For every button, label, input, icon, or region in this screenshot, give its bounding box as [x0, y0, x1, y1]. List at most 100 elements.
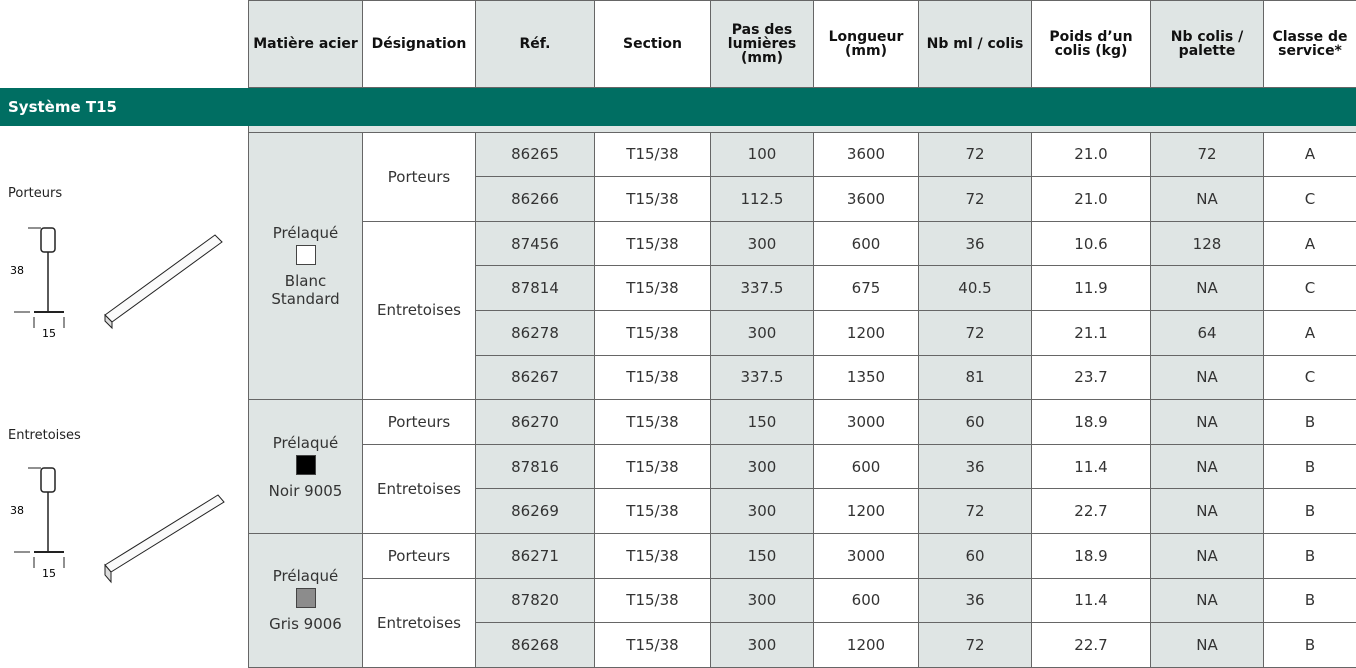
table-cell: 87456	[476, 221, 595, 266]
table-cell: B	[1264, 444, 1356, 489]
table-cell: 11.4	[1032, 578, 1151, 623]
table-cell: 86271	[476, 533, 595, 578]
table-cell: 300	[711, 444, 814, 489]
table-cell: 10.6	[1032, 221, 1151, 266]
table-cell: 22.7	[1032, 623, 1151, 668]
table-cell: 87820	[476, 578, 595, 623]
column-header: Section	[595, 1, 711, 88]
table-cell: 72	[919, 132, 1032, 177]
table-cell: 23.7	[1032, 355, 1151, 400]
color-name: Noir 9005	[251, 482, 360, 500]
table-cell: 3600	[814, 132, 919, 177]
material-name: Prélaqué	[251, 567, 360, 585]
table-cell: A	[1264, 310, 1356, 355]
material-cell: Prélaqué Gris 9006	[249, 533, 363, 667]
table-cell: B	[1264, 533, 1356, 578]
designation-cell: Entretoises	[363, 578, 476, 667]
table-cell: 128	[1151, 221, 1264, 266]
table-cell: C	[1264, 177, 1356, 222]
table-cell: 36	[919, 578, 1032, 623]
table-cell: T15/38	[595, 400, 711, 445]
table-cell: 337.5	[711, 266, 814, 311]
table-cell: B	[1264, 578, 1356, 623]
table-cell: 86278	[476, 310, 595, 355]
color-name: Gris 9006	[251, 615, 360, 633]
table-cell: C	[1264, 266, 1356, 311]
table-cell: T15/38	[595, 221, 711, 266]
table-cell: T15/38	[595, 578, 711, 623]
table-cell: 21.0	[1032, 132, 1151, 177]
table-cell: 72	[919, 623, 1032, 668]
table-cell: 3000	[814, 533, 919, 578]
table-cell: 300	[711, 578, 814, 623]
table-cell: 86266	[476, 177, 595, 222]
table-cell: T15/38	[595, 489, 711, 534]
table-cell: A	[1264, 132, 1356, 177]
table-cell: 18.9	[1032, 400, 1151, 445]
column-header: Longueur (mm)	[814, 1, 919, 88]
column-header: Désignation	[363, 1, 476, 88]
table-cell: 22.7	[1032, 489, 1151, 534]
table-cell: 11.4	[1032, 444, 1151, 489]
profile-label: Porteurs	[8, 186, 62, 201]
material-cell: Prélaqué Noir 9005	[249, 400, 363, 534]
table-cell: NA	[1151, 623, 1264, 668]
table-cell: T15/38	[595, 355, 711, 400]
table-cell: NA	[1151, 533, 1264, 578]
designation-cell: Porteurs	[363, 533, 476, 578]
table-cell: T15/38	[595, 266, 711, 311]
designation-cell: Entretoises	[363, 221, 476, 399]
table-cell: NA	[1151, 355, 1264, 400]
table-cell: 675	[814, 266, 919, 311]
table-cell: 72	[919, 489, 1032, 534]
dim-width: 15	[42, 327, 56, 340]
table-cell: 60	[919, 533, 1032, 578]
table-cell: 300	[711, 221, 814, 266]
dim-width: 15	[42, 567, 56, 580]
table-cell: 60	[919, 400, 1032, 445]
column-header: Poids d’un colis (kg)	[1032, 1, 1151, 88]
table-cell: 21.0	[1032, 177, 1151, 222]
table-cell: NA	[1151, 444, 1264, 489]
table-cell: NA	[1151, 400, 1264, 445]
color-swatch	[296, 245, 316, 265]
designation-cell: Porteurs	[363, 400, 476, 445]
table-cell: B	[1264, 623, 1356, 668]
table-cell: NA	[1151, 266, 1264, 311]
material-name: Prélaqué	[251, 434, 360, 452]
table-cell: A	[1264, 221, 1356, 266]
table-cell: T15/38	[595, 132, 711, 177]
table-cell: 300	[711, 310, 814, 355]
designation-cell: Entretoises	[363, 444, 476, 533]
column-header: Matière acier	[249, 1, 363, 88]
table-cell: T15/38	[595, 623, 711, 668]
column-header: Nb colis / palette	[1151, 1, 1264, 88]
table-cell: 36	[919, 444, 1032, 489]
table-cell: 600	[814, 578, 919, 623]
table-cell: 600	[814, 221, 919, 266]
table-cell: 150	[711, 400, 814, 445]
table-cell: 100	[711, 132, 814, 177]
dim-height: 38	[10, 264, 24, 277]
table-cell: B	[1264, 489, 1356, 534]
table-cell: 300	[711, 489, 814, 534]
table-cell: 86269	[476, 489, 595, 534]
table-cell: 36	[919, 221, 1032, 266]
profile-label: Entretoises	[8, 428, 81, 443]
table-cell: C	[1264, 355, 1356, 400]
table-cell: 1200	[814, 489, 919, 534]
table-cell: 87814	[476, 266, 595, 311]
section-band: Système T15	[0, 88, 1356, 126]
table-cell: 21.1	[1032, 310, 1151, 355]
table-cell: 3600	[814, 177, 919, 222]
column-header: Classe de service*	[1264, 1, 1356, 88]
table-cell: T15/38	[595, 533, 711, 578]
